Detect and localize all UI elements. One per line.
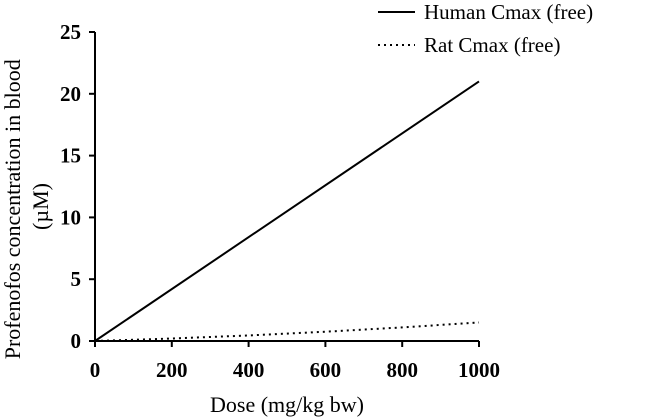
series-layer: [94, 80, 480, 342]
y-tick-label: 20: [60, 82, 81, 106]
x-tick-label: 400: [233, 358, 265, 382]
y-tick-label: 0: [71, 329, 82, 353]
y-tick-label: 25: [60, 20, 81, 44]
x-axis-title: Dose (mg/kg bw): [210, 392, 364, 417]
x-tick-label: 0: [90, 358, 101, 382]
y-tick-label: 5: [71, 267, 82, 291]
x-tick-label: 800: [386, 358, 418, 382]
legend-label-human: Human Cmax (free): [424, 0, 593, 24]
y-tick-label: 15: [60, 144, 81, 168]
y-axis-title-line-1: Profenofos concentration in blood: [0, 59, 25, 359]
series-line-human: [94, 80, 480, 342]
plot-area: 0 5 10 15 20 25 0 200 400 600 800 1000: [60, 20, 500, 382]
legend-label-rat: Rat Cmax (free): [424, 33, 560, 57]
y-axis-title-line-2: (µM): [28, 183, 53, 230]
x-tick-label: 200: [156, 358, 188, 382]
y-ticks: 0 5 10 15 20 25: [60, 20, 95, 353]
y-axis-title: Profenofos concentration in blood (µM): [0, 54, 53, 360]
y-tick-label: 10: [60, 205, 81, 229]
x-tick-label: 600: [310, 358, 342, 382]
x-tick-label: 1000: [458, 358, 500, 382]
x-ticks: 0 200 400 600 800 1000: [90, 341, 500, 382]
legend: Human Cmax (free) Rat Cmax (free): [378, 0, 593, 57]
series-line-rat: [94, 321, 480, 342]
